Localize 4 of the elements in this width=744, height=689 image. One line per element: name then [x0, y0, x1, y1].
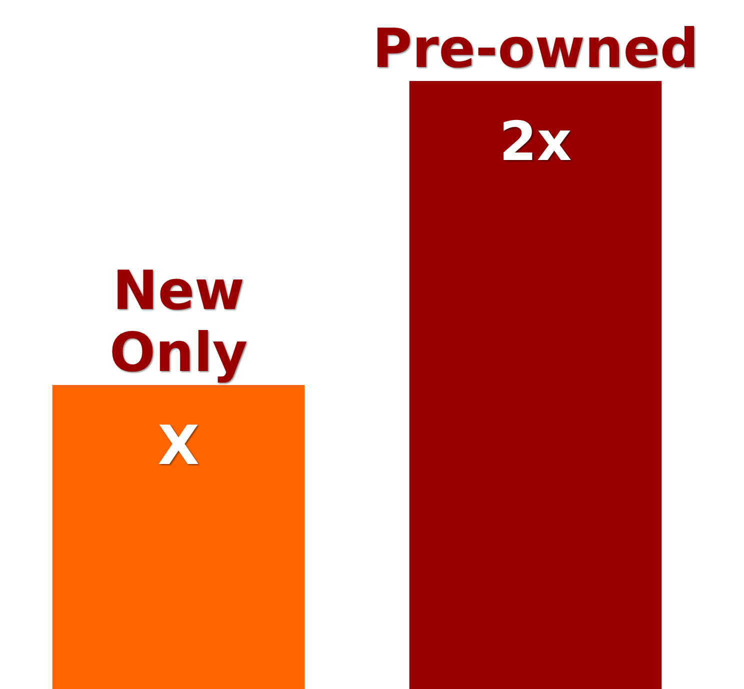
x-tick-label: Pre-owned	[372, 17, 698, 80]
x-tick-label: New Only	[109, 259, 248, 384]
data-label: X	[158, 414, 200, 478]
data-label: 2x	[499, 110, 572, 174]
